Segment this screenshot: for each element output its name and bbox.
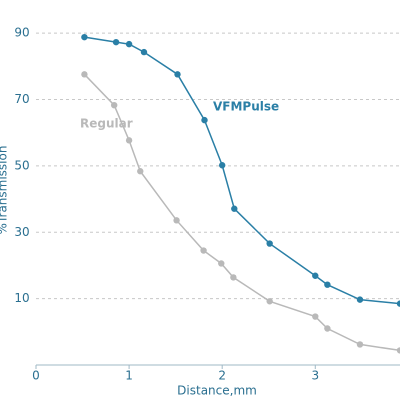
point	[81, 33, 88, 41]
point	[140, 48, 148, 56]
y-tick-label: 70	[14, 92, 29, 106]
point	[81, 71, 88, 78]
point	[356, 341, 364, 348]
point	[125, 40, 133, 48]
x-tick-label: 0	[32, 369, 40, 383]
point	[125, 137, 133, 144]
y-tick-label: 90	[14, 26, 29, 40]
x-axis-label: Distance,mm	[177, 384, 257, 398]
y-tick-label: 50	[14, 158, 29, 172]
x-tick-label: 1	[125, 369, 133, 383]
x-tick-label: 2	[218, 369, 226, 383]
point	[356, 296, 364, 303]
series-label: Regular	[80, 117, 133, 131]
point	[218, 260, 225, 267]
point	[396, 300, 400, 307]
point	[230, 274, 237, 281]
y-tick-label: 10	[14, 291, 29, 305]
y-tick-label: 30	[14, 225, 29, 239]
point	[173, 217, 180, 224]
point	[312, 313, 319, 320]
x-tick-label: 3	[311, 369, 319, 383]
point	[324, 325, 331, 332]
point	[110, 101, 118, 109]
point	[201, 116, 208, 124]
point	[112, 38, 120, 46]
point	[218, 162, 226, 169]
point	[231, 205, 238, 212]
y-axis-label: %Transmission	[0, 146, 10, 235]
point	[266, 240, 273, 247]
point	[137, 168, 144, 175]
series-label: VFMPulse	[213, 100, 279, 114]
point	[396, 347, 400, 354]
point	[174, 71, 181, 78]
point	[324, 281, 331, 288]
point	[312, 272, 319, 279]
series-line	[84, 36, 400, 305]
point	[266, 298, 273, 305]
point	[200, 247, 207, 254]
